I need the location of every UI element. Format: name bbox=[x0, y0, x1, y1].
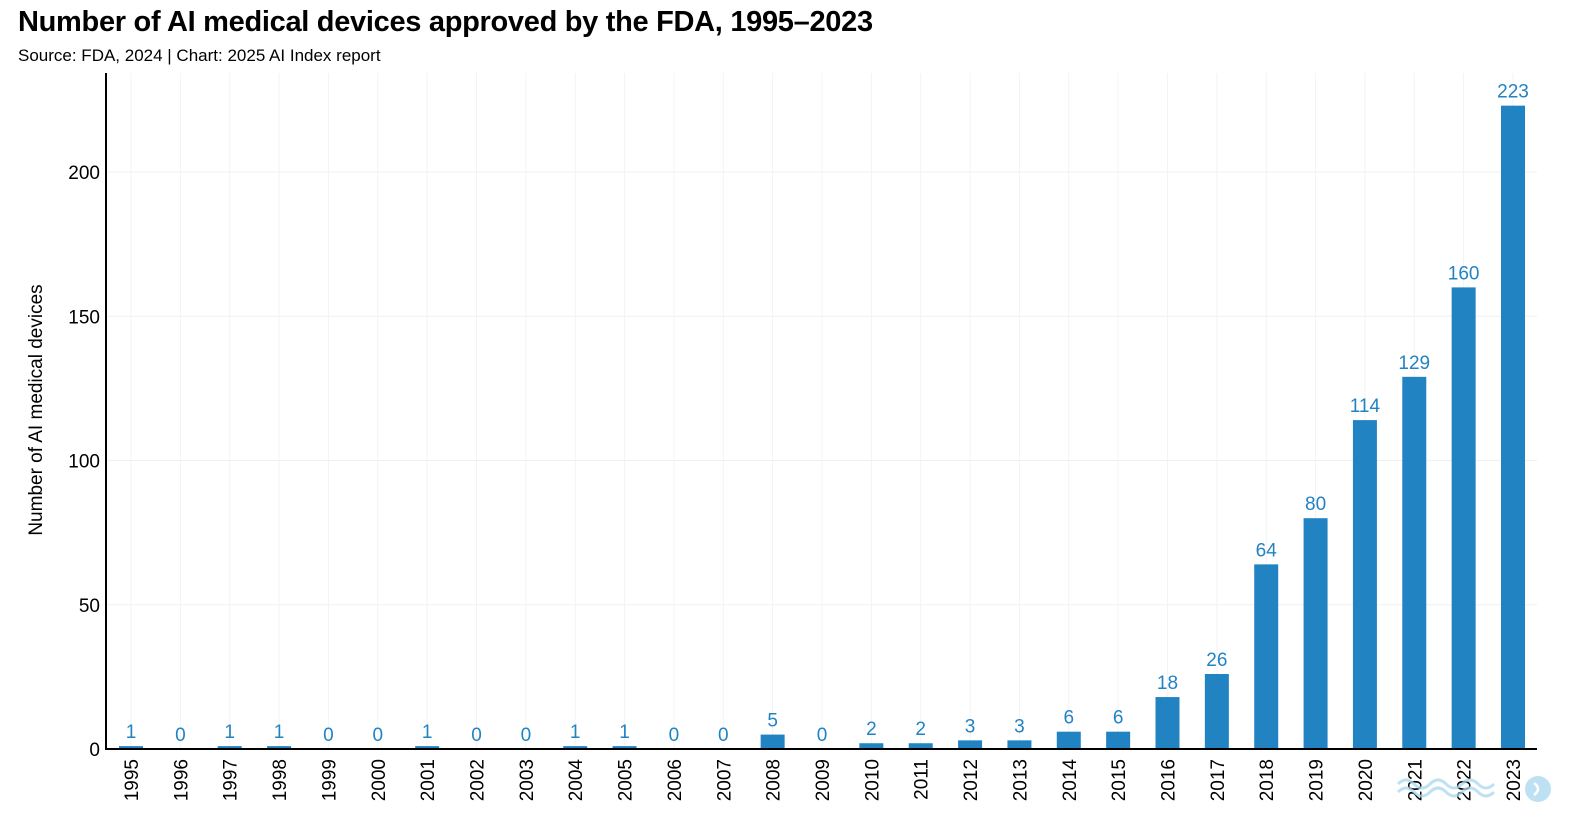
data-label-2020: 114 bbox=[1350, 396, 1381, 417]
data-label-2002: 0 bbox=[471, 725, 482, 746]
bar-2001 bbox=[415, 746, 440, 749]
x-tick-label-2006: 2006 bbox=[665, 759, 686, 801]
data-label-2011: 2 bbox=[915, 719, 926, 740]
x-tick-label-2019: 2019 bbox=[1307, 759, 1328, 801]
bar-2018 bbox=[1254, 564, 1279, 749]
data-label-2008: 5 bbox=[767, 711, 778, 732]
bar-2005 bbox=[612, 746, 637, 749]
x-tick-label-2014: 2014 bbox=[1060, 759, 1081, 802]
data-label-2010: 2 bbox=[866, 719, 877, 740]
x-tick-label-2011: 2011 bbox=[912, 759, 933, 800]
data-label-2021: 129 bbox=[1398, 353, 1430, 374]
x-tick-label-1997: 1997 bbox=[221, 759, 242, 801]
data-label-2006: 0 bbox=[669, 725, 680, 746]
data-label-2023: 223 bbox=[1497, 82, 1529, 103]
bar-2010 bbox=[859, 743, 884, 749]
x-tick-label-1996: 1996 bbox=[171, 759, 192, 801]
data-label-2018: 64 bbox=[1256, 540, 1278, 561]
x-tick-label-2001: 2001 bbox=[418, 759, 439, 801]
bar-2011 bbox=[908, 743, 933, 749]
x-tick-label-2000: 2000 bbox=[369, 759, 390, 801]
x-tick-label-2023: 2023 bbox=[1504, 759, 1525, 801]
data-label-2000: 0 bbox=[372, 725, 383, 746]
data-label-2003: 0 bbox=[521, 725, 532, 746]
chart-title: Number of AI medical devices approved by… bbox=[18, 6, 873, 38]
x-tick-label-1998: 1998 bbox=[270, 759, 291, 801]
data-label-1998: 1 bbox=[274, 722, 285, 743]
bar-2013 bbox=[1007, 740, 1032, 749]
data-label-1999: 0 bbox=[323, 725, 334, 746]
bar-1995 bbox=[119, 746, 143, 749]
x-tick-label-2012: 2012 bbox=[961, 759, 982, 801]
x-tick-labels: 1995 1996 1997 1998 1999 2000 2001 2002 2003 2004… bbox=[122, 759, 1525, 802]
data-label-2015: 6 bbox=[1113, 708, 1124, 729]
gridlines bbox=[106, 73, 1537, 749]
data-labels: 1 0 1 1 0 0 1 0 0 1 1 0 050 2 2 3 3 6 61826648011412916022… bbox=[126, 82, 1529, 746]
data-label-2001: 1 bbox=[422, 722, 433, 743]
bar-1997 bbox=[217, 746, 242, 749]
bar-2023 bbox=[1501, 105, 1525, 749]
bar-2020 bbox=[1352, 420, 1377, 749]
y-tick-label: 50 bbox=[79, 596, 100, 617]
bar-2008 bbox=[760, 734, 785, 749]
bar-2016 bbox=[1155, 697, 1180, 749]
y-axis-label: Number of AI medical devices bbox=[26, 284, 47, 535]
axes bbox=[105, 73, 1537, 750]
data-label-1995: 1 bbox=[126, 722, 137, 743]
data-label-2019: 80 bbox=[1305, 494, 1326, 515]
bar-2015 bbox=[1106, 731, 1131, 749]
x-tick-label-2013: 2013 bbox=[1010, 759, 1031, 801]
bar-2019 bbox=[1303, 518, 1328, 749]
bar-2021 bbox=[1402, 376, 1427, 749]
bar-2014 bbox=[1056, 731, 1081, 749]
data-label-1997: 1 bbox=[224, 722, 235, 743]
x-tick-label-1995: 1995 bbox=[122, 759, 143, 801]
data-label-2004: 1 bbox=[570, 722, 581, 743]
x-tick-label-2009: 2009 bbox=[813, 759, 834, 801]
x-tick-label-2002: 2002 bbox=[468, 759, 489, 801]
x-tick-label-2005: 2005 bbox=[616, 759, 637, 801]
bars bbox=[119, 105, 1525, 749]
x-tick-label-1999: 1999 bbox=[319, 759, 340, 801]
data-label-2007: 0 bbox=[718, 725, 729, 746]
y-tick-label: 0 bbox=[89, 740, 100, 761]
data-label-2013: 3 bbox=[1014, 716, 1025, 737]
y-tick-labels: 0 50 100 150 200 bbox=[68, 163, 100, 761]
bar-2022 bbox=[1451, 287, 1476, 749]
x-tick-label-2020: 2020 bbox=[1356, 759, 1377, 801]
bar-2012 bbox=[958, 740, 983, 749]
x-tick-label-2010: 2010 bbox=[862, 759, 883, 801]
data-label-2017: 26 bbox=[1206, 650, 1227, 671]
x-tick-label-2004: 2004 bbox=[566, 759, 587, 802]
data-label-2016: 18 bbox=[1157, 673, 1178, 694]
x-tick-label-2017: 2017 bbox=[1208, 759, 1229, 801]
x-tick-label-2003: 2003 bbox=[517, 759, 538, 801]
y-tick-label: 150 bbox=[68, 307, 100, 328]
data-label-1996: 0 bbox=[175, 725, 186, 746]
y-tick-label: 100 bbox=[68, 452, 100, 473]
x-tick-label-2016: 2016 bbox=[1159, 759, 1180, 801]
bar-1998 bbox=[267, 746, 292, 749]
x-tick-label-2015: 2015 bbox=[1109, 759, 1130, 801]
chart-subtitle: Source: FDA, 2024 | Chart: 2025 AI Index… bbox=[18, 46, 381, 65]
x-tick-label-2018: 2018 bbox=[1257, 759, 1278, 801]
data-label-2012: 3 bbox=[965, 716, 976, 737]
y-tick-label: 200 bbox=[68, 163, 100, 184]
x-tick-label-2007: 2007 bbox=[714, 759, 735, 801]
x-tick-label-2008: 2008 bbox=[764, 759, 785, 801]
data-label-2022: 160 bbox=[1448, 263, 1480, 284]
bar-2004 bbox=[563, 746, 588, 749]
data-label-2009: 0 bbox=[817, 725, 828, 746]
data-label-2014: 6 bbox=[1063, 708, 1074, 729]
data-label-2005: 1 bbox=[619, 722, 630, 743]
bar-2017 bbox=[1204, 673, 1229, 749]
logo-watermark-icon bbox=[1396, 776, 1551, 802]
